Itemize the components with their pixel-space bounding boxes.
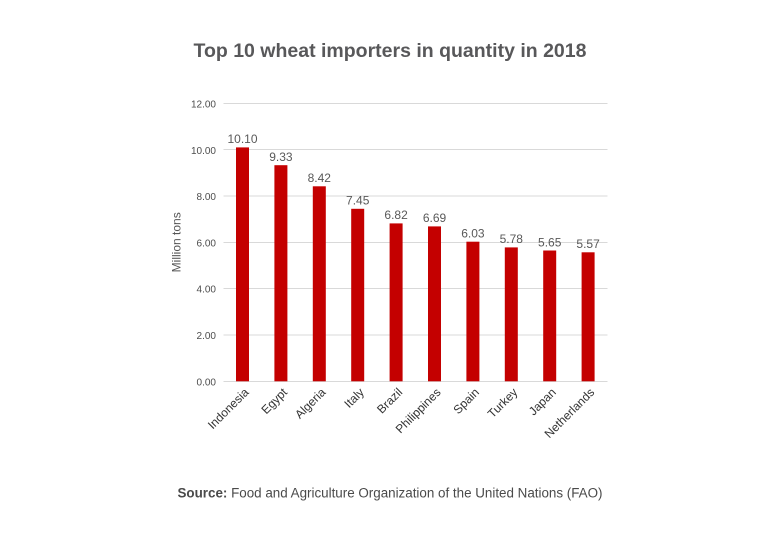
svg-text:5.65: 5.65 [538, 235, 562, 249]
svg-text:12.00: 12.00 [191, 100, 216, 111]
svg-text:10.10: 10.10 [227, 132, 257, 146]
svg-text:10.00: 10.00 [191, 146, 216, 157]
svg-text:2.00: 2.00 [197, 331, 217, 342]
svg-text:6.69: 6.69 [423, 211, 447, 225]
svg-text:Million tons: Million tons [169, 212, 183, 272]
svg-text:5.78: 5.78 [500, 232, 524, 246]
svg-text:5.57: 5.57 [576, 237, 600, 251]
svg-text:6.00: 6.00 [197, 238, 217, 249]
svg-text:9.33: 9.33 [269, 150, 293, 164]
svg-text:6.03: 6.03 [461, 227, 485, 241]
svg-text:Source: Food and Agriculture O: Source: Food and Agriculture Organizatio… [178, 485, 603, 500]
svg-text:8.42: 8.42 [308, 171, 332, 185]
svg-text:7.45: 7.45 [346, 194, 370, 208]
svg-text:6.82: 6.82 [384, 208, 408, 222]
svg-text:4.00: 4.00 [197, 285, 217, 296]
svg-text:8.00: 8.00 [197, 192, 217, 203]
svg-text:Top 10 wheat importers in quan: Top 10 wheat importers in quantity in 20… [194, 40, 587, 62]
svg-text:0.00: 0.00 [197, 377, 217, 388]
